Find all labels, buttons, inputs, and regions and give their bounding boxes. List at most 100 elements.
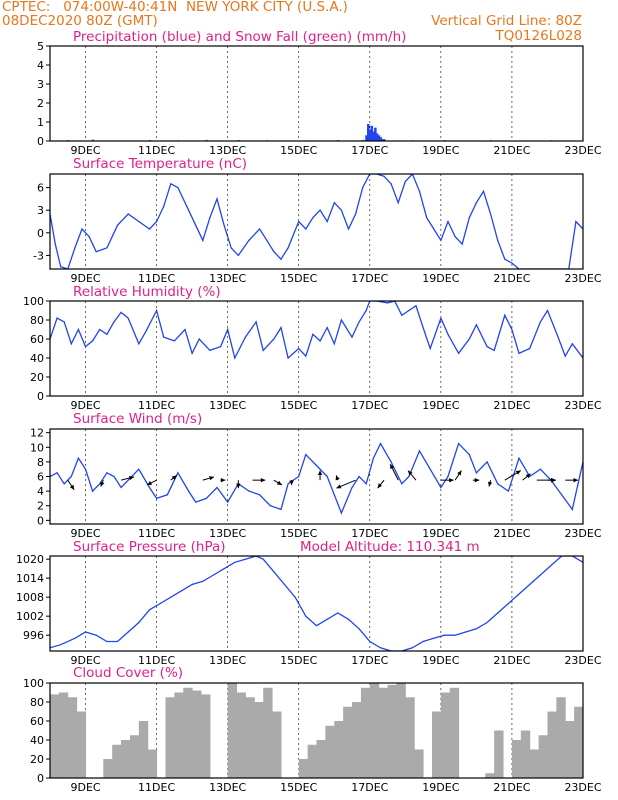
wind-arrow-head bbox=[209, 476, 214, 481]
data-point bbox=[219, 346, 222, 348]
data-point bbox=[113, 321, 115, 323]
precip-bar bbox=[374, 127, 377, 141]
data-point bbox=[433, 637, 435, 639]
data-point bbox=[223, 568, 225, 570]
data-point bbox=[195, 224, 197, 226]
data-point bbox=[127, 631, 129, 633]
x-tick-label: 13DEC bbox=[209, 399, 246, 412]
data-point bbox=[163, 205, 165, 208]
data-point bbox=[138, 343, 140, 345]
x-tick-label: 11DEC bbox=[138, 144, 175, 157]
data-point bbox=[273, 571, 275, 573]
cloud-bar bbox=[254, 702, 264, 778]
data-point bbox=[138, 220, 140, 223]
data-point bbox=[84, 468, 87, 470]
x-tick-label: 17DEC bbox=[351, 527, 388, 540]
cloud-bar bbox=[183, 687, 193, 778]
x-tick-label: 17DEC bbox=[351, 654, 388, 667]
data-point bbox=[56, 317, 58, 319]
precip-bar bbox=[381, 139, 384, 141]
data-point bbox=[447, 475, 449, 478]
data-point bbox=[120, 311, 122, 313]
wind-arrow-head bbox=[336, 484, 342, 489]
data-point bbox=[262, 349, 264, 351]
data-point bbox=[511, 262, 513, 264]
cloud-bar bbox=[405, 697, 415, 778]
data-point bbox=[269, 505, 271, 507]
data-point bbox=[294, 596, 296, 598]
data-point bbox=[493, 349, 495, 351]
cloud-bar bbox=[583, 700, 592, 778]
data-point bbox=[418, 450, 421, 452]
data-point bbox=[305, 453, 307, 456]
data-point bbox=[187, 209, 190, 211]
x-tick-label: 13DEC bbox=[209, 527, 246, 540]
data-point bbox=[305, 355, 307, 357]
data-point bbox=[557, 336, 559, 338]
data-point bbox=[351, 336, 353, 338]
cloud-bar bbox=[387, 684, 397, 778]
data-point bbox=[383, 175, 385, 177]
data-point bbox=[191, 352, 193, 354]
data-point bbox=[440, 486, 442, 489]
data-point bbox=[539, 468, 541, 470]
panel-frame bbox=[49, 173, 584, 270]
data-point bbox=[529, 347, 531, 350]
cloud-bar bbox=[334, 721, 344, 778]
data-point bbox=[418, 190, 421, 192]
y-tick-label: 0 bbox=[37, 135, 44, 148]
data-point bbox=[106, 472, 108, 474]
x-tick-label: 11DEC bbox=[138, 272, 175, 285]
y-tick-label: 4 bbox=[37, 59, 44, 72]
x-tick-label: 13DEC bbox=[209, 272, 246, 285]
data-point bbox=[234, 357, 236, 359]
cloud-bar bbox=[236, 692, 246, 778]
data-point bbox=[283, 583, 286, 586]
data-point bbox=[347, 618, 350, 620]
wind-arrow-head bbox=[591, 477, 596, 481]
data-point bbox=[298, 475, 300, 478]
header-model-code: TQ0126L028 bbox=[494, 28, 582, 44]
y-tick-label: 40 bbox=[30, 352, 44, 365]
data-point bbox=[216, 486, 218, 489]
cloud-bar bbox=[58, 692, 69, 778]
wind-arrow-head bbox=[573, 477, 579, 483]
y-tick-label: 1014 bbox=[16, 572, 44, 585]
x-tick-label: 19DEC bbox=[422, 144, 459, 157]
data-point bbox=[244, 558, 247, 560]
data-point bbox=[550, 564, 552, 567]
x-tick-label: 15DEC bbox=[280, 144, 317, 157]
x-tick-label: 15DEC bbox=[280, 527, 317, 540]
precip-bar bbox=[383, 139, 386, 141]
data-point bbox=[468, 217, 470, 219]
x-tick-label: 23DEC bbox=[564, 527, 601, 540]
y-tick-label: 20 bbox=[30, 753, 44, 766]
panel-title: Surface Temperature (nC) bbox=[73, 156, 247, 172]
data-point bbox=[81, 228, 83, 230]
data-point bbox=[461, 243, 463, 245]
panel-title: Precipitation (blue) and Snow Fall (gree… bbox=[73, 29, 406, 45]
data-point bbox=[497, 612, 499, 614]
data-point bbox=[507, 602, 509, 605]
data-point bbox=[415, 305, 417, 307]
panel-annotation: Model Altitude: 110.341 m bbox=[300, 539, 480, 555]
data-point bbox=[333, 202, 335, 204]
data-point bbox=[255, 321, 257, 323]
cloud-bar bbox=[574, 706, 583, 778]
y-tick-label: 10 bbox=[30, 441, 44, 454]
data-point bbox=[60, 644, 62, 646]
x-tick-label: 19DEC bbox=[422, 527, 459, 540]
data-point bbox=[99, 483, 101, 485]
x-tick-label: 23DEC bbox=[564, 654, 601, 667]
data-point bbox=[84, 346, 87, 348]
x-tick-label: 11DEC bbox=[138, 399, 175, 412]
data-point bbox=[74, 637, 76, 639]
panel-title: Surface Pressure (hPa) bbox=[73, 539, 226, 555]
data-point bbox=[273, 338, 275, 340]
data-point bbox=[138, 621, 140, 624]
data-point bbox=[326, 475, 328, 478]
data-point bbox=[390, 183, 392, 185]
data-point bbox=[539, 321, 541, 323]
wind-arrow-head bbox=[449, 477, 454, 483]
